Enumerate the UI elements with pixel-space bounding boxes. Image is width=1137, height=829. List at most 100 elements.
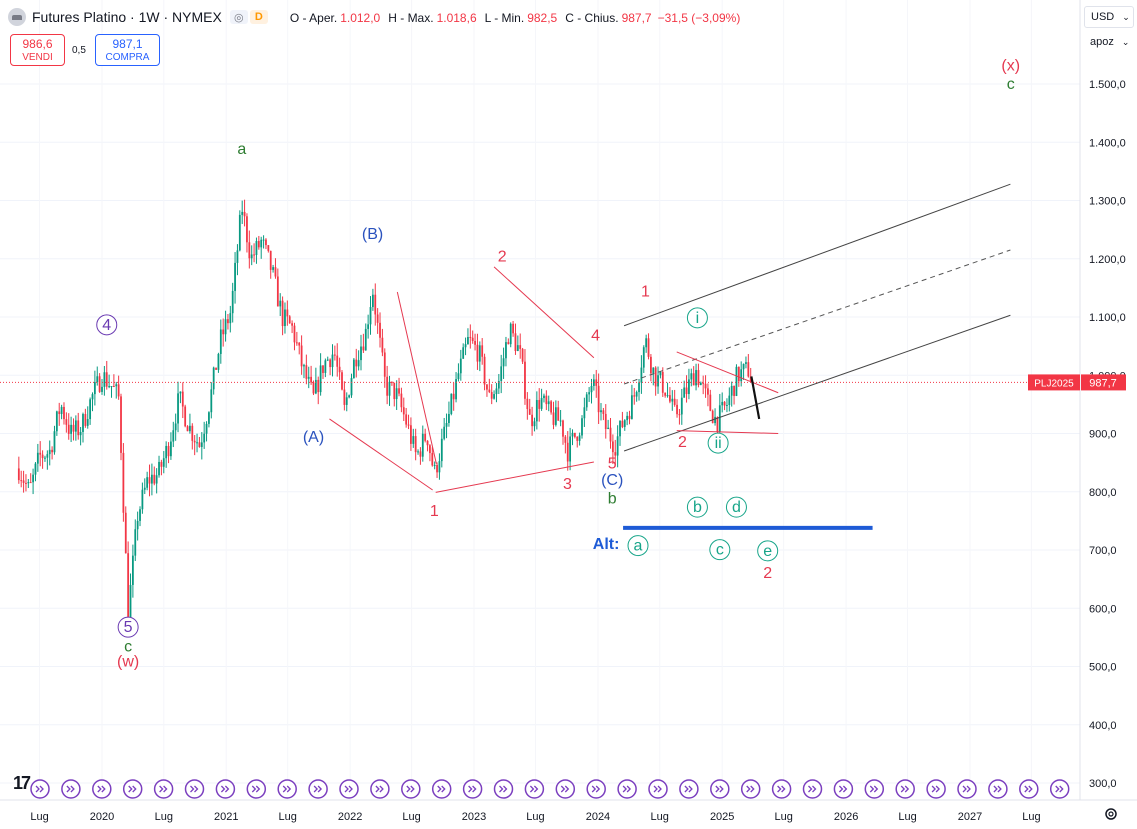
symbol-title[interactable]: Futures Platino · 1W · NYMEX (32, 9, 222, 25)
candle-body (543, 395, 545, 399)
candle-body (291, 323, 293, 326)
wave-label: 4 (102, 317, 111, 334)
candle-body (602, 410, 605, 414)
event-marker-icon (370, 779, 390, 799)
candle-body (131, 555, 134, 585)
candle-body (457, 373, 460, 380)
price-axis-bg (1080, 0, 1137, 829)
chevron-down-icon: ⌄ (1122, 11, 1130, 22)
buy-button[interactable]: 987,1 COMPRA (95, 34, 160, 66)
candle-body (129, 584, 132, 624)
wave-label: a (634, 538, 643, 555)
candle-body (41, 454, 44, 459)
platinum-icon (8, 8, 26, 26)
event-marker-icon (771, 779, 792, 799)
candle-body (77, 420, 80, 436)
time-tick-label: Lug (155, 811, 173, 823)
sell-button[interactable]: 986,6 VENDI (10, 34, 65, 66)
trend-line (396, 291, 437, 464)
candle-body (91, 394, 94, 400)
candle-body (246, 216, 248, 243)
candle-body (341, 372, 343, 390)
candle-body (101, 386, 103, 392)
eye-icon[interactable]: ◎ (229, 10, 248, 24)
event-marker-icon (524, 779, 545, 799)
candle-body (680, 397, 683, 415)
ohlc-key: L - Min. (484, 10, 525, 25)
currency-select[interactable]: USD ⌄ (1084, 6, 1134, 28)
event-marker-icon (308, 779, 328, 799)
candle-body (497, 380, 500, 389)
event-marker-icon (740, 779, 761, 799)
candle-body (288, 316, 291, 324)
candle-body (552, 412, 555, 425)
candle-body (374, 294, 377, 315)
event-marker-icon (833, 779, 854, 799)
candle-body (189, 425, 191, 432)
candle-body (276, 276, 279, 307)
candle-body (638, 382, 640, 393)
candle-body (718, 405, 721, 432)
candle-body (455, 379, 457, 400)
candle-body (198, 442, 201, 447)
candle-body (379, 322, 381, 338)
candle-body (139, 509, 141, 521)
candle-body (626, 415, 629, 421)
gear-icon[interactable] (1103, 806, 1119, 822)
candle-body (429, 445, 431, 454)
ohlc-key: H - Max. (388, 10, 434, 25)
event-arrow-icon (591, 785, 601, 793)
candle-body (191, 425, 194, 441)
wave-label: a (237, 141, 246, 158)
candle-body (666, 395, 669, 397)
candle-body (58, 411, 61, 415)
candle-body (44, 457, 46, 459)
candle-body (72, 424, 75, 432)
candle-body (642, 347, 645, 368)
candle-body (293, 325, 296, 343)
tradingview-logo-icon[interactable]: 17 (13, 773, 31, 793)
event-arrow-icon (313, 785, 323, 793)
candle-body (345, 397, 348, 405)
price-change: −31,5 (−3,09%) (657, 10, 741, 25)
candle-body (540, 398, 543, 409)
wave-label-circle (707, 432, 729, 454)
wave-label: (C) (601, 472, 623, 489)
candle-body (117, 384, 120, 397)
candle-body (122, 452, 125, 513)
price-tick-label: 1.100,0 (1089, 312, 1126, 324)
candle-body (452, 393, 455, 400)
candle-body (502, 358, 505, 367)
candle-body (597, 385, 600, 413)
trend-line (750, 376, 761, 420)
candle-body (611, 441, 614, 453)
candle-body (535, 400, 538, 422)
candle-body (286, 309, 289, 317)
event-arrow-icon (715, 785, 724, 793)
candle-body (46, 454, 49, 458)
candle-body (284, 309, 286, 327)
event-marker-icon (277, 779, 297, 799)
candle-body (654, 367, 657, 387)
candle-body (357, 360, 360, 367)
wave-label-circle (96, 314, 118, 336)
candle-body (410, 425, 412, 444)
candle-body (516, 345, 519, 351)
candle-body (208, 412, 210, 424)
candle-body (707, 388, 709, 395)
candle-body (79, 431, 82, 436)
candle-body (650, 356, 652, 374)
event-marker-icon (957, 779, 977, 799)
price-tick-label: 1.200,0 (1089, 254, 1126, 266)
candle-body (388, 381, 391, 396)
wave-label-circle (757, 540, 779, 562)
candle-body (619, 420, 621, 437)
wave-label: 5 (608, 455, 617, 472)
scale-mode-select[interactable]: apoz ⌄ (1084, 32, 1134, 52)
event-arrow-icon (808, 785, 817, 793)
last-price-tag (1081, 374, 1126, 391)
price-tick-label: 1.300,0 (1089, 196, 1126, 208)
event-marker-icon (30, 779, 50, 799)
